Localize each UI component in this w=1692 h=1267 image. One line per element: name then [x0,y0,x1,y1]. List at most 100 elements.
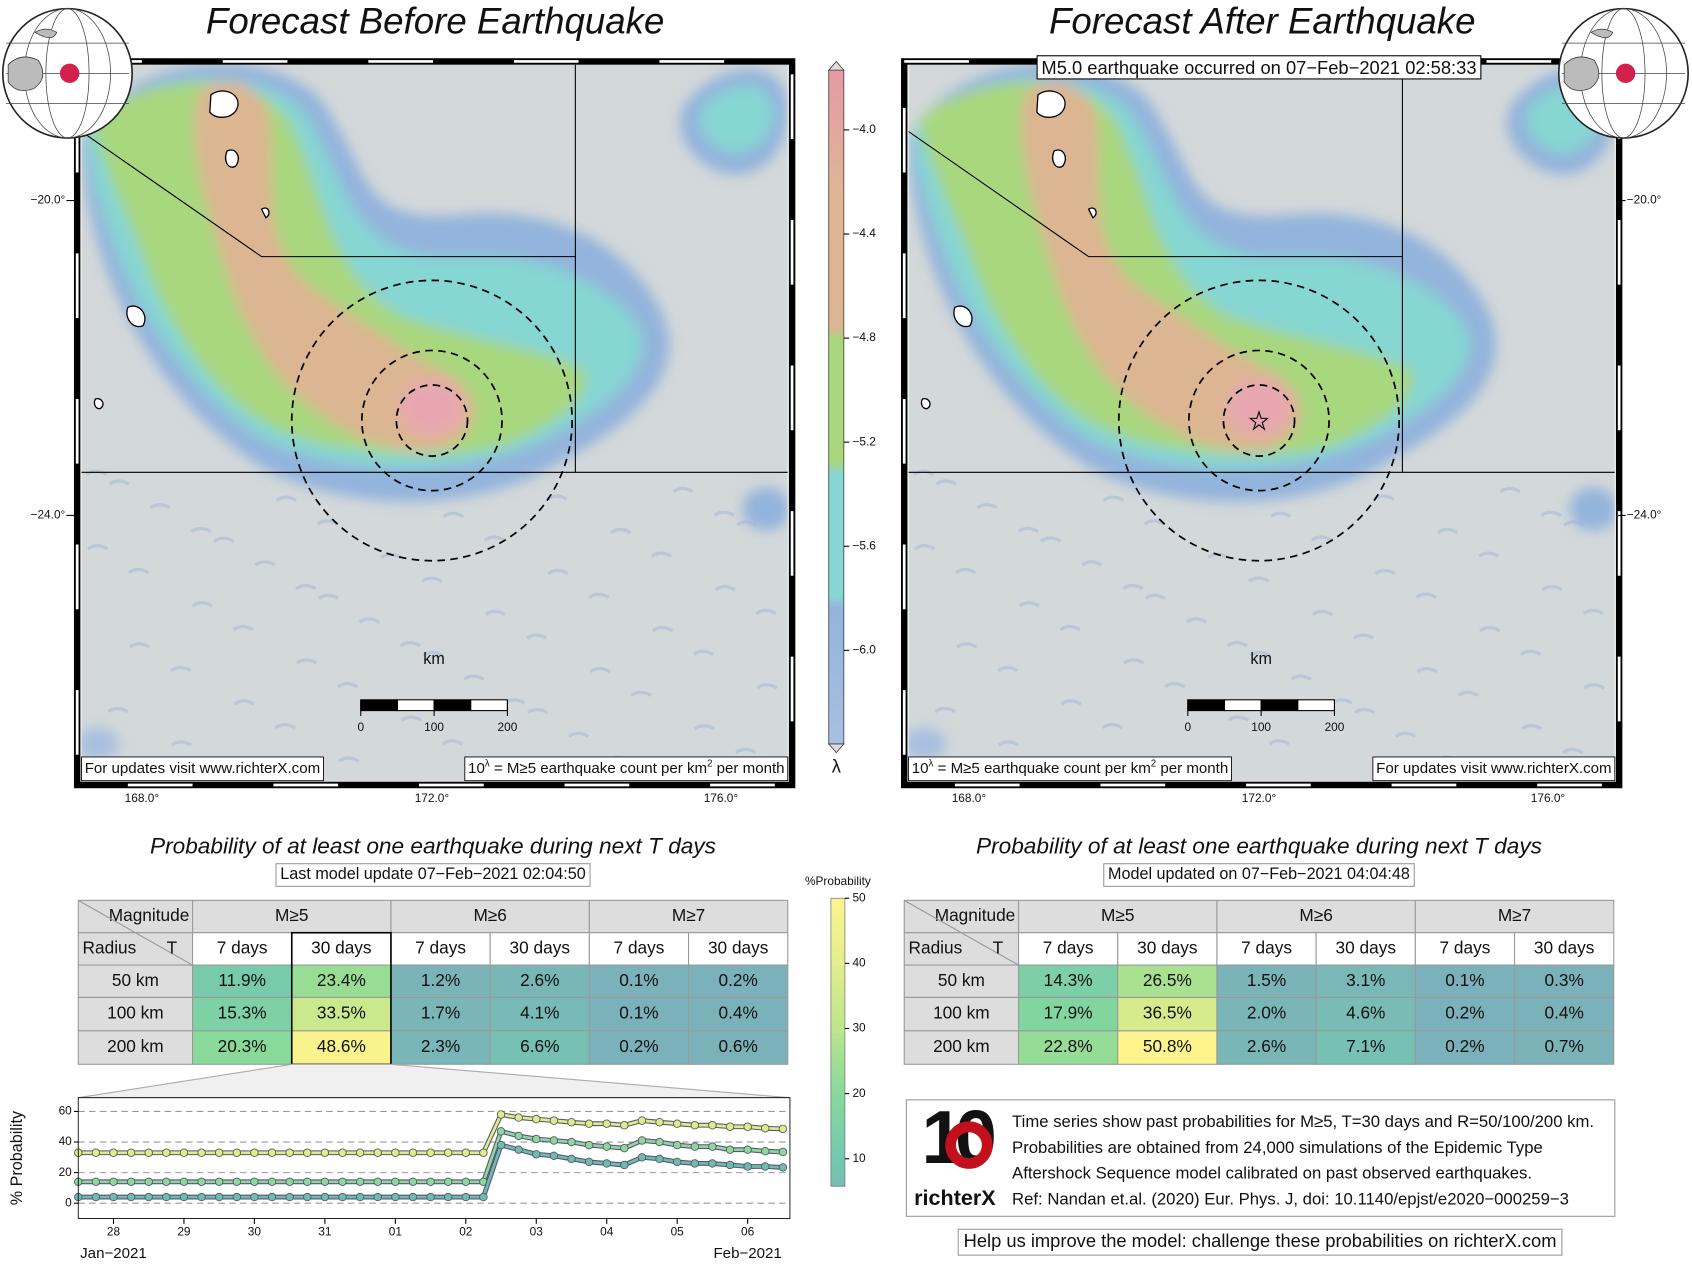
series-point [479,1148,488,1157]
scale-tick-label: 100 [424,720,444,734]
lat-label: −24.0° [1627,508,1662,522]
table-cell [1414,1030,1516,1065]
colorbar-slice [830,1152,845,1158]
table-cell [688,1030,789,1065]
probability-cell: 0.2% [1445,1003,1484,1023]
probability-cell: 0.1% [619,1003,658,1023]
x-period-label: Jan−2021 [80,1245,147,1262]
series-point [584,1119,594,1128]
seafloor-texture [129,642,151,649]
series-point [496,1127,506,1136]
seafloor-texture [914,544,936,551]
series-point [725,1145,735,1154]
table-cell [688,964,789,998]
seafloor-texture [1101,723,1123,730]
seafloor-texture [441,739,463,746]
map-frame-ticks [75,60,794,787]
probability-cell: 2.3% [421,1036,460,1056]
seafloor-texture [295,583,317,591]
series-point [144,1148,153,1157]
colorbar-slice [830,1008,845,1014]
units-tail: per month [1156,760,1228,777]
colorbar-slice [830,1037,845,1043]
series-point [443,1177,453,1186]
series-point [761,1124,770,1133]
seafloor-texture [358,617,380,624]
seafloor-texture [650,551,673,558]
units-note: 10λ = M≥5 earthquake count per km2 per m… [912,758,1228,777]
corner-left: Radius [909,937,963,957]
series-point [496,1140,506,1150]
colorbar-slice [830,989,845,995]
seafloor-texture [1437,527,1459,535]
seafloor-texture [1226,641,1248,648]
map-panel: Forecast After Earthquake M5.0 earthquake… [900,0,1689,805]
x-tick-label: 06 [741,1225,755,1239]
colorbar-slice [830,1056,845,1062]
series-point [355,1192,365,1202]
seafloor-texture [630,690,652,697]
table-cell [390,964,491,998]
series-point [443,1148,453,1157]
series-point [250,1148,259,1157]
map-area [76,63,790,782]
seafloor-texture [1227,715,1250,722]
seafloor-texture [337,682,359,689]
seafloor-texture [1353,707,1376,715]
probability-cell: 1.2% [421,970,460,990]
period-header: 7 days [1241,937,1292,957]
probability-cell: 14.3% [1044,970,1093,990]
epicenter-marker [59,63,80,84]
series-point [91,1192,101,1202]
probability-cell: 1.5% [1247,970,1286,990]
seafloor-texture [484,609,507,617]
rate-colorbar [828,69,845,745]
seafloor-texture [86,544,109,551]
units-sup: 2 [1151,758,1156,769]
colorbar-slice [830,1075,845,1082]
colorbar-slice [830,898,845,904]
colorbar-slice [830,1118,845,1125]
colorbar-tick-label: −6.0 [852,642,876,656]
note-box [908,756,1232,782]
colorbar-slice [830,1142,845,1149]
info-line: Aftershock Sequence model calibrated on … [1012,1164,1532,1183]
table-cell [291,996,392,1032]
colorbar-tick-label: 30 [852,1021,866,1035]
scale-segment [1187,699,1226,712]
probability-cell: 0.6% [719,1036,758,1056]
seafloor-texture [525,633,548,640]
scale-label: km [423,650,445,668]
seafloor-texture [254,560,276,567]
series-point [373,1148,382,1157]
seafloor-texture [1562,747,1584,755]
annotation-box [1036,55,1482,80]
map-title: Forecast After Earthquake [1049,0,1476,41]
colorbar-slice [830,960,845,966]
colorbar-slice [830,1061,845,1067]
series-point [637,1136,647,1145]
table-cell [1216,899,1416,934]
colorbar-slice [830,998,845,1005]
info-box [905,1099,1616,1217]
scale-label: km [1250,650,1272,668]
seafloor-texture [1017,526,1039,534]
seafloor-texture [756,683,778,690]
series-point [91,1148,101,1157]
seafloor-texture [714,584,736,592]
series-point [109,1148,118,1157]
probability-cell: 1.7% [421,1003,460,1023]
probability-cell: 0.3% [1544,970,1583,990]
row-label: 50 km [112,970,159,990]
units-exp: λ [929,758,934,769]
lat-label: −24.0° [31,508,66,522]
series-point [761,1162,770,1171]
footer-box [957,1228,1563,1256]
group-header: M≥7 [672,905,705,925]
series-point [690,1121,700,1130]
series-point [91,1177,101,1186]
colorbar-slice [830,984,845,990]
colorbar-slice [830,936,845,942]
seafloor-texture [338,756,360,763]
